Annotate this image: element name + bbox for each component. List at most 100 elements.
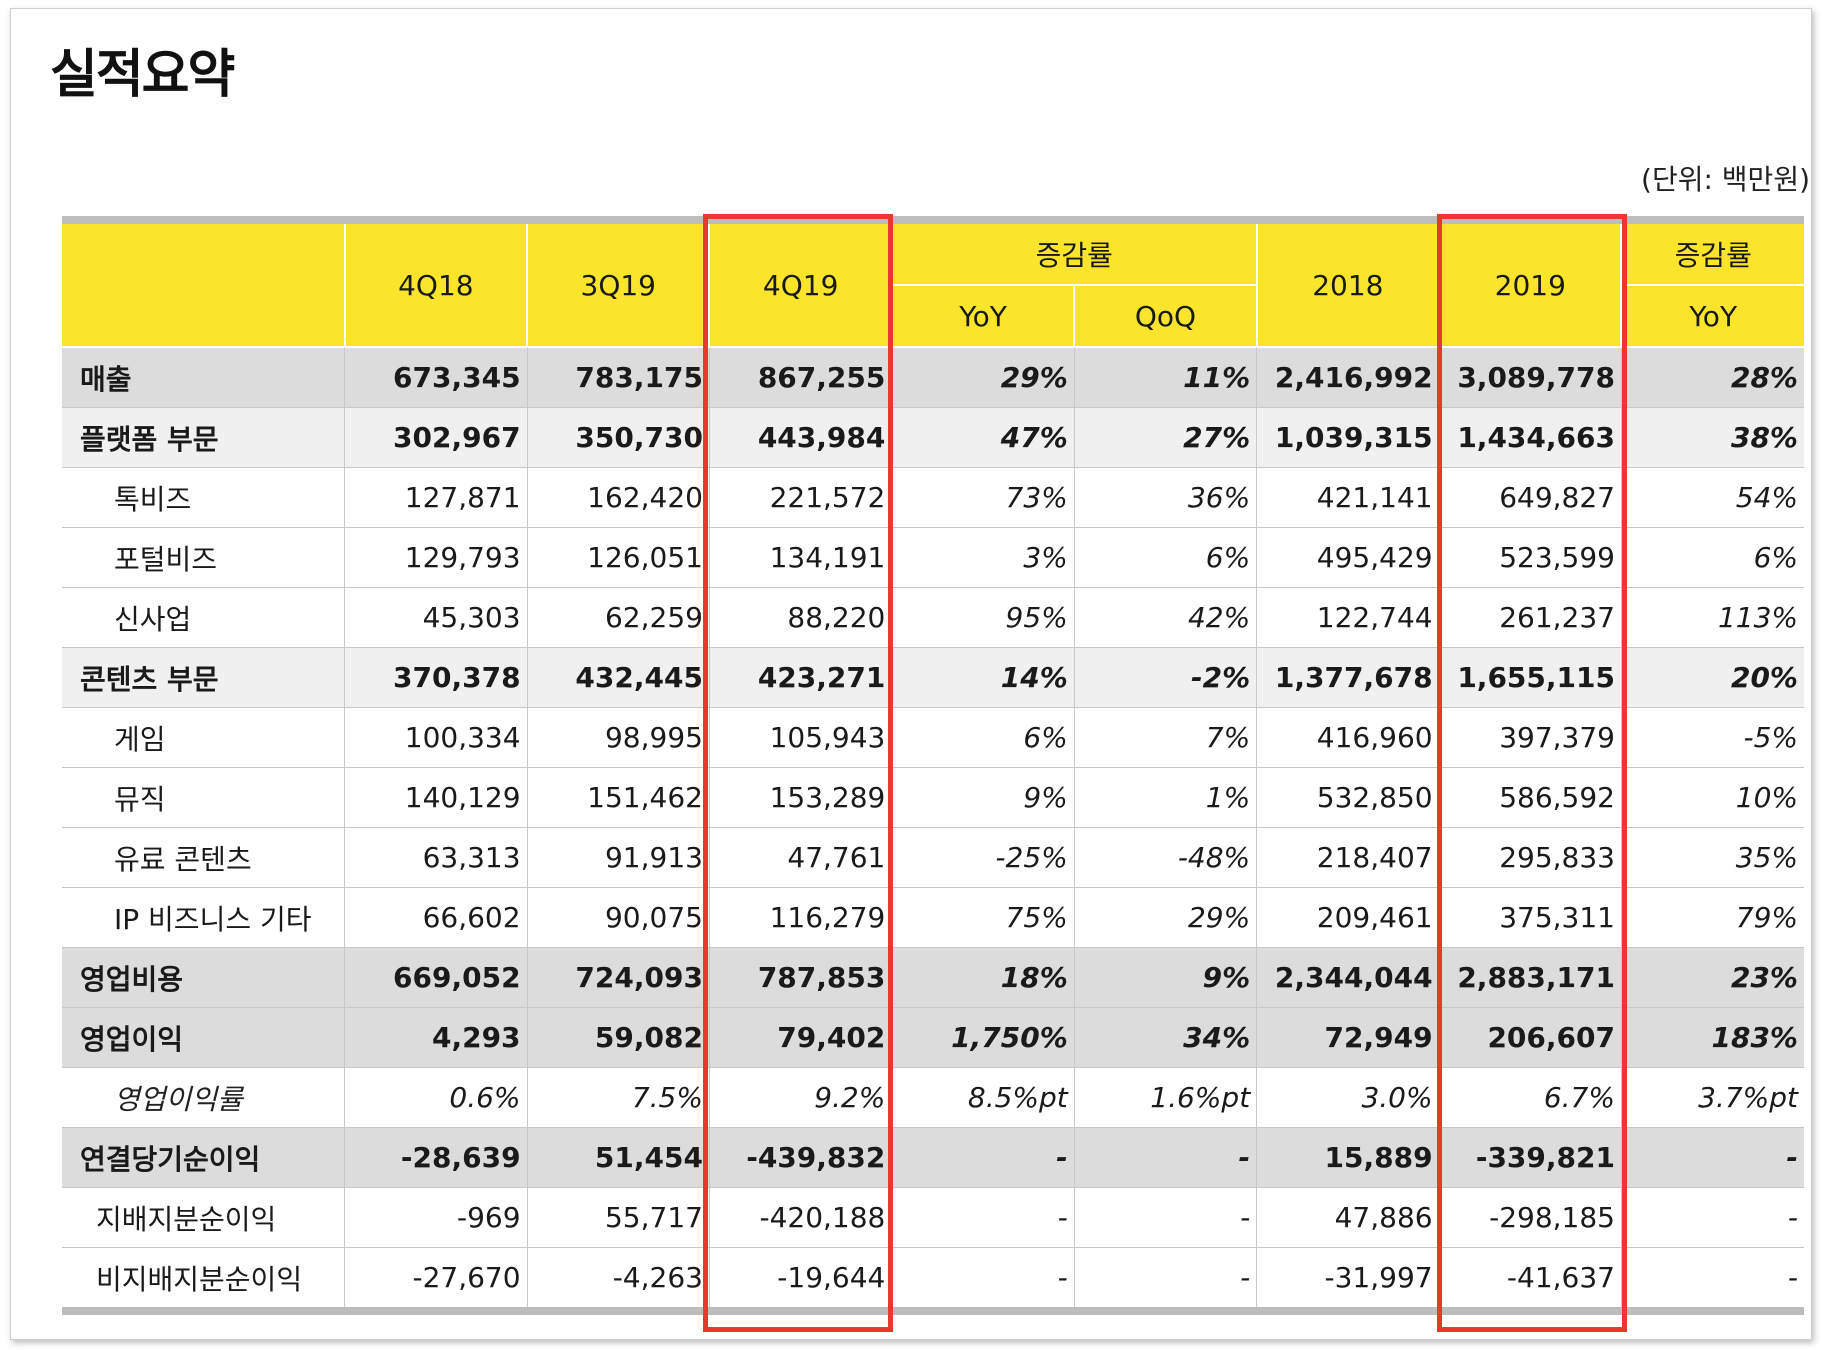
table-cell: 47,761 [708,827,892,888]
table-cell: -27,670 [344,1247,528,1312]
table-row: 연결당기순이익 -28,639 51,454 -439,832- -15,889 -339… [62,1127,1804,1188]
table-cell: -25% [891,827,1075,888]
row-label: 영업비용 [62,947,345,1008]
table-cell: 1,434,663 [1438,407,1622,468]
table-cell: 153,289 [708,767,892,828]
table-cell: 1,750% [891,1007,1075,1068]
table-cell: 47,886 [1256,1187,1440,1248]
table-cell: 59,082 [526,1007,710,1068]
table-cell: 140,129 [344,767,528,828]
unit-note: (단위: 백만원) [1641,163,1810,196]
table-cell: 34% [1073,1007,1257,1068]
table-cell: 88,220 [708,587,892,648]
table-row: 톡비즈 127,871 162,420 221,572 73% 36% 421,141 649… [62,467,1804,528]
table-cell: -5% [1620,707,1804,768]
row-label: 뮤직 [62,767,345,828]
table-cell: 20% [1620,647,1804,708]
header-change-annual: 증감률 [1620,220,1804,286]
table-cell: 100,334 [344,707,528,768]
table-cell: 38% [1620,407,1804,468]
table-cell: 8.5%pt [891,1067,1075,1128]
table-cell: 218,407 [1256,827,1440,888]
table-cell: 51,454 [526,1127,710,1188]
table-cell: -420,188 [708,1187,892,1248]
table-row: IP 비즈니스 기타 66,602 90,075 116,279 75% 29% 209,4… [62,887,1804,948]
table-cell: 867,255 [708,347,892,408]
table-cell: 127,871 [344,467,528,528]
table-cell: 15,889 [1256,1127,1440,1188]
table-cell: -48% [1073,827,1257,888]
table-cell: 3% [891,527,1075,588]
table-cell: 421,141 [1256,467,1440,528]
table-cell: 375,311 [1438,887,1622,948]
table-row: 게임 100,334 98,995 105,943 6% 7% 416,960 397,379… [62,707,1804,768]
table-cell: 7% [1073,707,1257,768]
table-cell: 416,960 [1256,707,1440,768]
header-qoq: QoQ [1073,285,1257,348]
table-cell: 2,883,171 [1438,947,1622,1008]
table-cell: 62,259 [526,587,710,648]
row-label: 게임 [62,707,345,768]
table-cell: - [1620,1247,1804,1312]
table-cell: 261,237 [1438,587,1622,648]
table-cell: 2,416,992 [1256,347,1440,408]
row-label: 유료 콘텐츠 [62,827,345,888]
table-row: 콘텐츠 부문 370,378 432,445 423,271 14% -2% 1,377,6… [62,647,1804,708]
table-row: 매출 673,345 783,175 867,255 29% 11% 2,416,992 3,… [62,347,1804,408]
table-cell: 9.2% [708,1067,892,1128]
table-cell: - [1620,1127,1804,1188]
table-cell: 36% [1073,467,1257,528]
table-cell: 23% [1620,947,1804,1008]
table-row: 플랫폼 부문 302,967 350,730 443,984 47% 27% 1,039,3… [62,407,1804,468]
table-cell: 29% [1073,887,1257,948]
table-cell: 1,377,678 [1256,647,1440,708]
table-cell: - [1073,1247,1257,1312]
table-cell: 669,052 [344,947,528,1008]
table-cell: 183% [1620,1007,1804,1068]
table-cell: 370,378 [344,647,528,708]
table-cell: 495,429 [1256,527,1440,588]
header-2018: 2018 [1255,220,1440,348]
row-label: 콘텐츠 부문 [62,647,345,708]
table-row: 비지배지분순이익 -27,670 -4,263 -19,644- - -31,997 -41… [62,1247,1804,1312]
row-label: 매출 [62,347,345,408]
row-label: 비지배지분순이익 [62,1247,345,1312]
table-cell: -4,263 [526,1247,710,1312]
table-cell: 14% [891,647,1075,708]
table-cell: 129,793 [344,527,528,588]
page-title: 실적요약 [50,45,235,105]
table-cell: 221,572 [708,467,892,528]
table-cell: 35% [1620,827,1804,888]
table-cell: 397,379 [1438,707,1622,768]
table-cell: 2,344,044 [1256,947,1440,1008]
table-cell: - [891,1127,1075,1188]
table-cell: 45,303 [344,587,528,648]
table-cell: -969 [344,1187,528,1248]
table-cell: 151,462 [526,767,710,828]
header-3q19: 3Q19 [526,220,710,348]
header-blank [62,220,345,348]
table-cell: - [1073,1127,1257,1188]
table-cell: 350,730 [526,407,710,468]
table-cell: 649,827 [1438,467,1622,528]
table-cell: 3.0% [1256,1067,1440,1128]
table-cell: -19,644 [708,1247,892,1312]
table-cell: -31,997 [1256,1247,1440,1312]
table-cell: 295,833 [1438,827,1622,888]
table-cell: 95% [891,587,1075,648]
table-row: 영업이익 4,293 59,082 79,402 1,750% 34% 72,949 206,… [62,1007,1804,1068]
table-cell: 6% [891,707,1075,768]
table-cell: 79% [1620,887,1804,948]
table-cell: 28% [1620,347,1804,408]
table-cell: 75% [891,887,1075,948]
table-cell: 0.6% [344,1067,528,1128]
table-cell: 55,717 [526,1187,710,1248]
table-cell: 783,175 [526,347,710,408]
table-row: 유료 콘텐츠 63,313 91,913 47,761 -25% -48% 218,407 2… [62,827,1804,888]
table-cell: 113% [1620,587,1804,648]
row-label: 신사업 [62,587,345,648]
table-cell: 47% [891,407,1075,468]
table-cell: 1,655,115 [1438,647,1622,708]
table-cell: 54% [1620,467,1804,528]
table-cell: 9% [891,767,1075,828]
